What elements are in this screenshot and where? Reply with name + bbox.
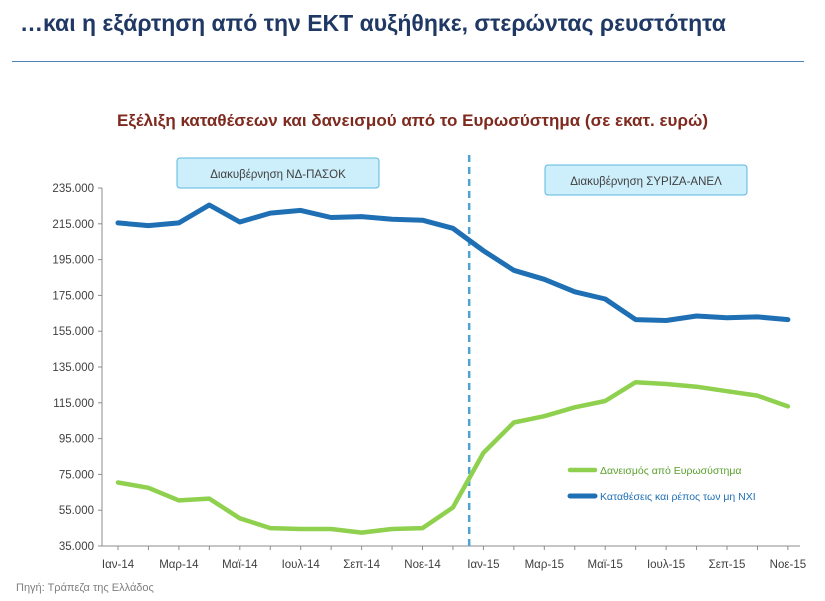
title-divider xyxy=(12,61,804,62)
y-tick-label: 55.000 xyxy=(59,505,94,517)
x-tick-label: Νοε-15 xyxy=(770,559,806,571)
x-tick-label: Ιαν-14 xyxy=(102,559,135,571)
source-note: Πηγή: Τράπεζα της Ελλάδος xyxy=(16,582,154,594)
annotation-label: Διακυβέρνηση ΣΥΡΙΖΑ-ΑΝΕΛ xyxy=(570,176,722,188)
x-tick-label: Νοε-14 xyxy=(404,559,441,571)
y-tick-label: 175.000 xyxy=(52,290,94,302)
y-tick-label: 135.000 xyxy=(52,362,94,374)
y-tick-label: 75.000 xyxy=(59,469,94,481)
legend-label-eurosystem: Δανεισμός από Ευρωσύστημα xyxy=(600,465,742,477)
series-line-deposits xyxy=(115,202,791,323)
x-tick-label: Ιουλ-15 xyxy=(647,559,685,571)
annotation-box xyxy=(176,157,380,189)
y-tick-label: 215.000 xyxy=(52,219,94,231)
annotation-box xyxy=(544,164,748,196)
x-tick-label: Ιουλ-14 xyxy=(282,559,321,571)
legend-label-deposits: Καταθέσεις και ρέπος των μη ΝΧΙ xyxy=(600,491,756,503)
y-tick-label: 155.000 xyxy=(52,326,94,338)
chart-title: Εξέλιξη καταθέσεων και δανεισμού από το … xyxy=(117,111,708,130)
x-tick-label: Σεπ-14 xyxy=(343,559,380,571)
x-tick-label: Μαϊ-14 xyxy=(222,559,258,571)
y-tick-label: 35.000 xyxy=(59,541,94,553)
y-tick-label: 195.000 xyxy=(52,255,94,267)
y-tick-label: 115.000 xyxy=(53,398,94,410)
slide-title: …και η εξάρτηση από την ΕΚΤ αυξήθηκε, στ… xyxy=(20,10,726,36)
x-tick-label: Μαρ-14 xyxy=(159,559,199,571)
series-line-eurosystem xyxy=(115,379,791,535)
y-tick-label: 235.000 xyxy=(52,183,94,195)
y-tick-label: 95.000 xyxy=(59,434,94,446)
x-tick-label: Μαϊ-15 xyxy=(587,559,622,571)
x-tick-label: Σεπ-15 xyxy=(709,559,746,571)
x-tick-label: Ιαν-15 xyxy=(467,559,499,571)
annotation-label: Διακυβέρνηση ΝΔ-ΠΑΣΟΚ xyxy=(210,169,346,181)
x-tick-label: Μαρ-15 xyxy=(525,559,564,571)
